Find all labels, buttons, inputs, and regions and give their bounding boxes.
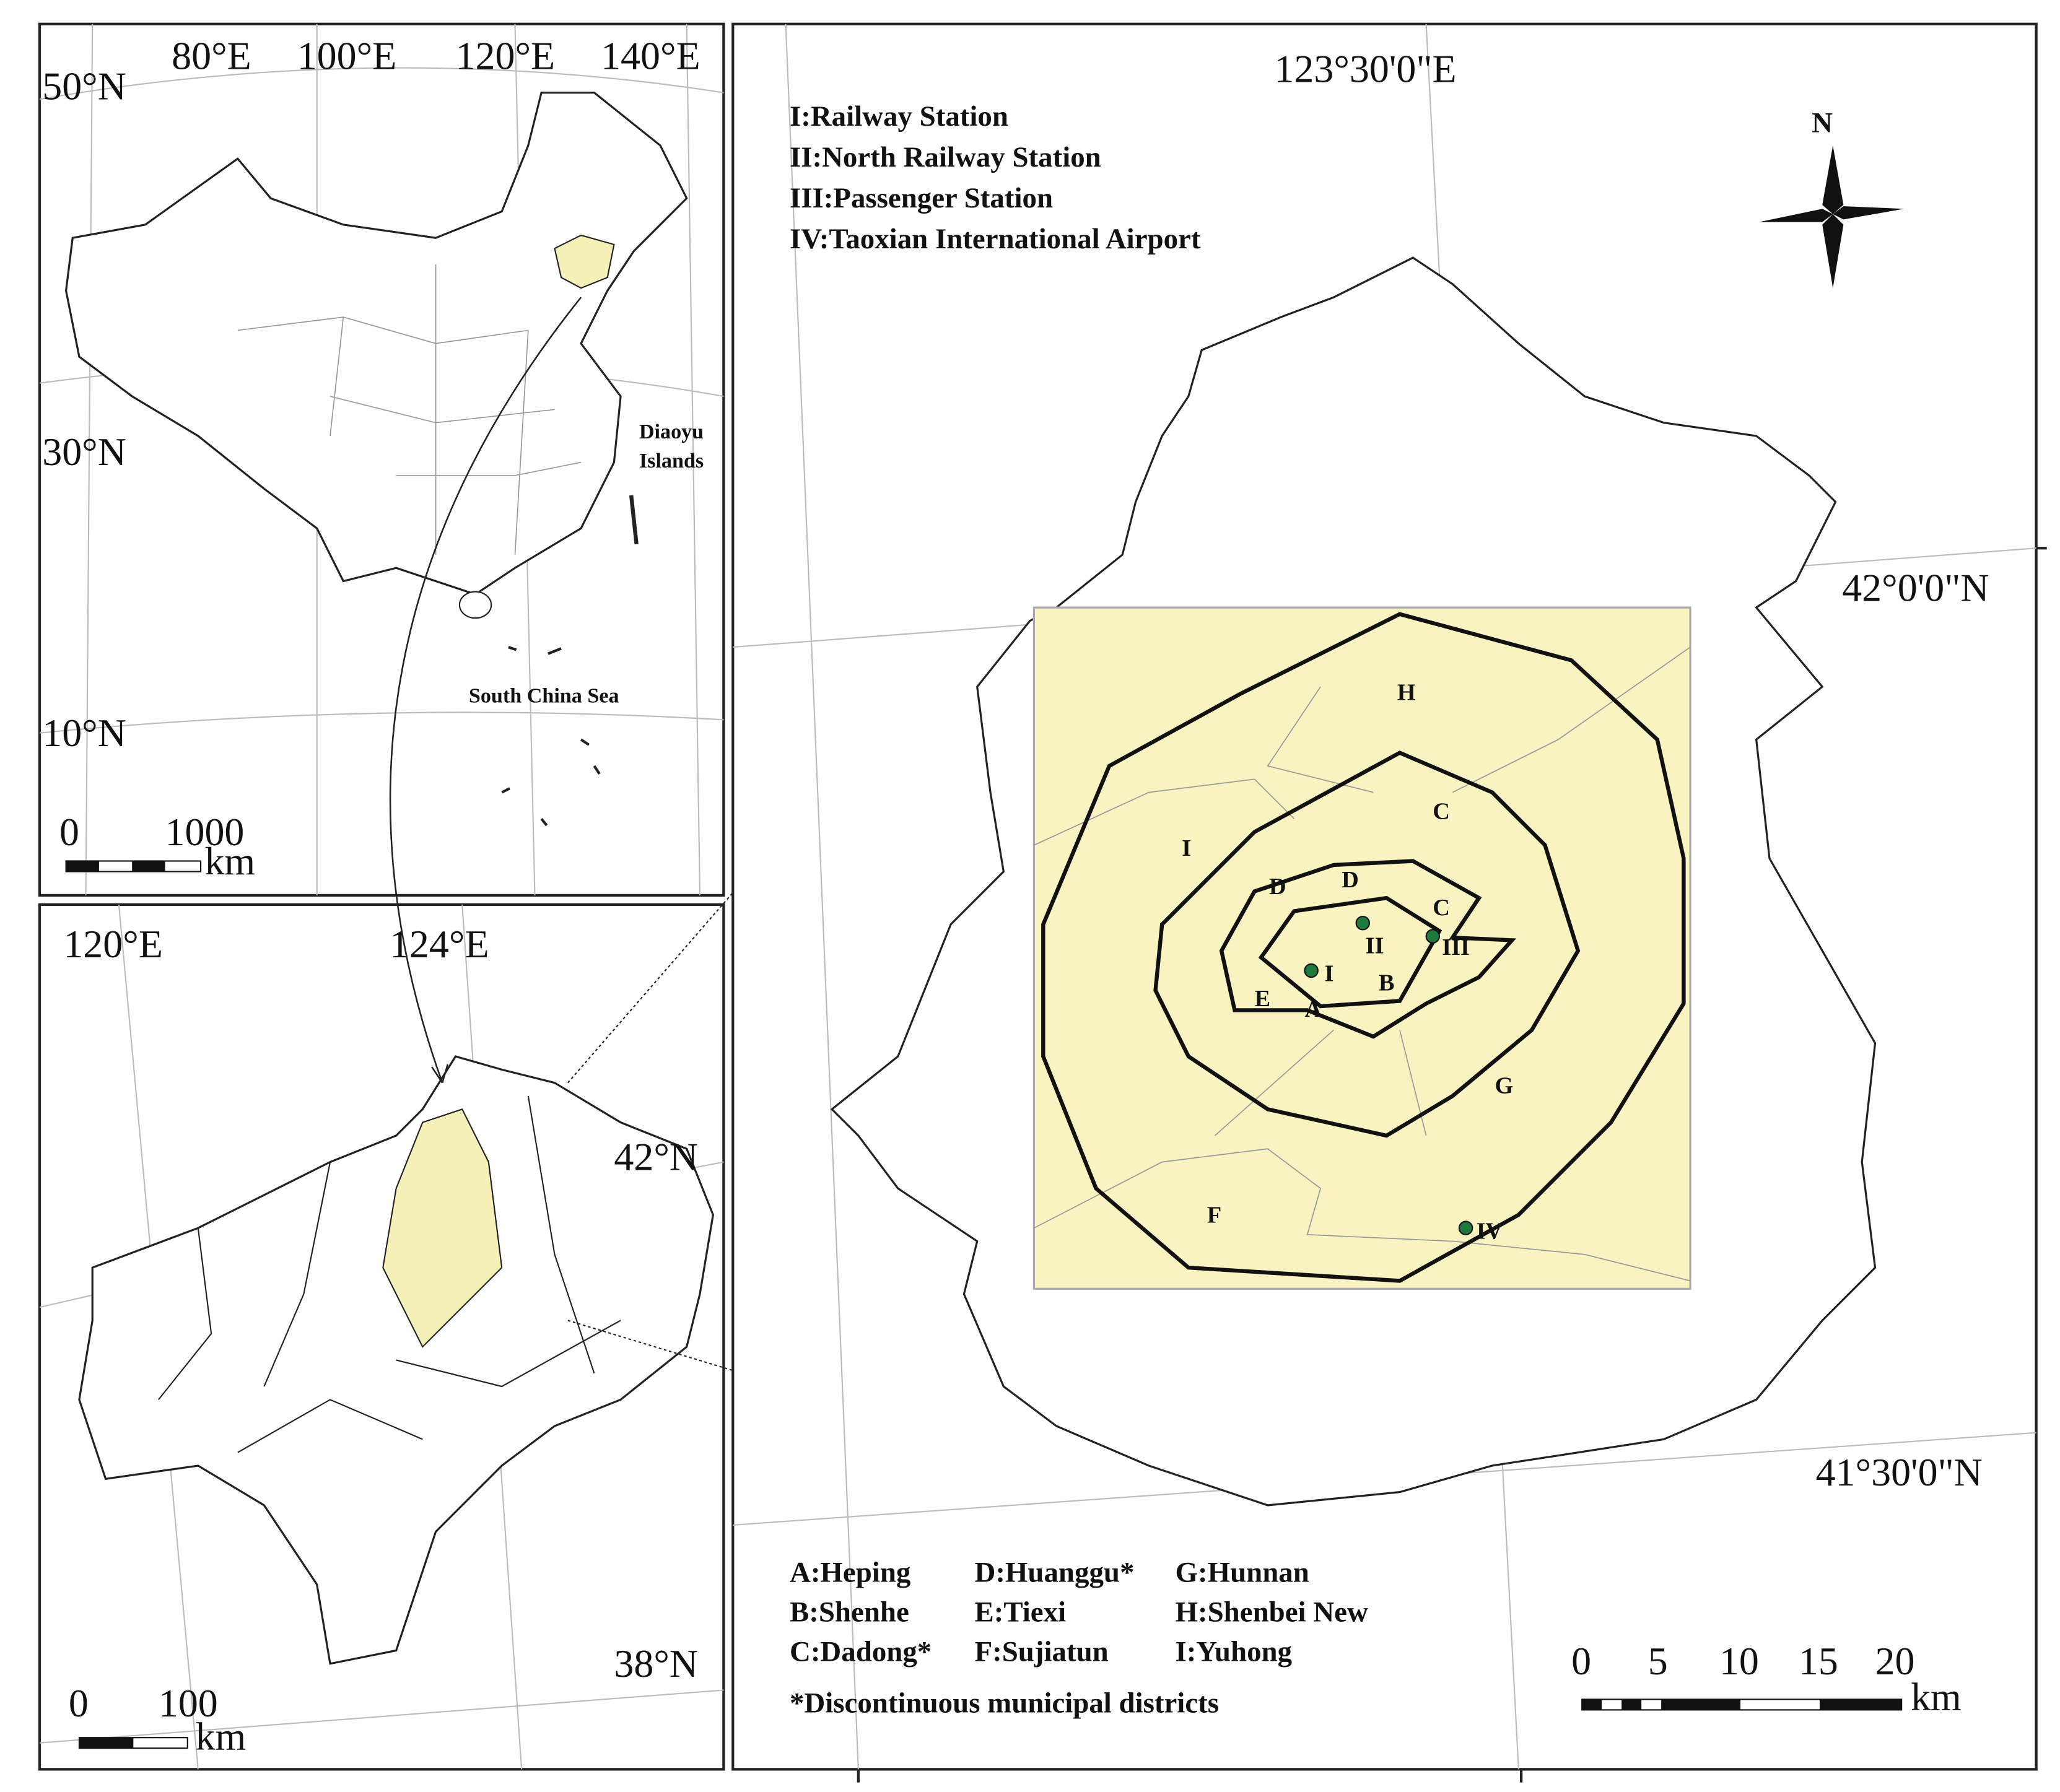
station-point — [1355, 915, 1371, 931]
district-label: D — [1269, 874, 1286, 900]
scale-label: 20 — [1875, 1639, 1915, 1683]
district-label: C — [1433, 895, 1450, 921]
annotation: South China Sea — [469, 685, 619, 708]
lon-label: 120°E — [456, 33, 556, 77]
arrowhead — [431, 1064, 448, 1084]
north-arrow — [1758, 145, 1905, 289]
china-panel: 80°E 100°E 120°E 140°E 50°N 30°N 10°N Di… — [38, 22, 725, 897]
scale-label: 0 — [59, 810, 79, 854]
scale-label: 15 — [1799, 1639, 1838, 1683]
lat-label: 42°N — [614, 1134, 698, 1178]
district-legend: B:Shenhe — [790, 1596, 909, 1629]
lon-label: 80°E — [172, 33, 251, 77]
station-label: IV — [1477, 1218, 1503, 1244]
lat-label: 38°N — [614, 1642, 698, 1685]
scale-bar — [65, 860, 202, 872]
note: *Discontinuous municipal districts — [790, 1687, 1219, 1720]
district-label: C — [1433, 798, 1450, 824]
liaoning-highlight — [554, 234, 615, 289]
district-legend: H:Shenbei New — [1176, 1596, 1368, 1629]
lon-label: 124°E — [390, 922, 489, 966]
district-legend: C:Dadong* — [790, 1636, 932, 1668]
district-label: F — [1207, 1203, 1221, 1229]
scale-unit: km — [1911, 1674, 1962, 1718]
lat-label: 41°30'0"N — [1816, 1450, 1983, 1494]
district-label: B — [1379, 970, 1395, 996]
station-point — [1425, 929, 1441, 944]
lon-label: 123°30'0"E — [1274, 47, 1456, 91]
lat-label: 30°N — [42, 430, 126, 474]
lon-label: 120°E — [63, 922, 163, 966]
station-legend: III:Passenger Station — [790, 182, 1053, 214]
province-borders — [237, 264, 582, 555]
district-legend: F:Sujiatun — [974, 1636, 1108, 1668]
district-label: G — [1495, 1073, 1513, 1099]
scale-unit: km — [204, 839, 255, 883]
district-label: A — [1304, 996, 1322, 1022]
district-legend: A:Heping — [790, 1557, 910, 1589]
scale-bar — [78, 1737, 188, 1749]
district-label: E — [1254, 986, 1270, 1012]
district-legend: E:Tiexi — [974, 1596, 1066, 1629]
station-point — [1458, 1220, 1473, 1235]
district-borders — [1034, 646, 1691, 1282]
lat-label: 42°0'0"N — [1842, 565, 1989, 609]
ring-3 — [1041, 612, 1686, 1283]
ring-0 — [1258, 895, 1442, 1009]
connector-arrow — [389, 297, 582, 1084]
station-label: II — [1366, 933, 1384, 959]
shenyang-panel: H I C D D C II III I E A B G F IV 123°30… — [731, 22, 2047, 1783]
north-label: N — [1812, 107, 1833, 139]
district-label: D — [1342, 867, 1359, 893]
scale-label: 1000 — [165, 810, 245, 854]
lon-label: 140°E — [601, 33, 700, 77]
ring-2 — [1153, 750, 1581, 1138]
frame-ticks — [857, 547, 2047, 1783]
scale-bar — [1581, 1698, 1903, 1711]
liaoning-panel: 120°E 124°E 42°N 38°N 0 100 km — [38, 903, 725, 1771]
scale-label: 5 — [1648, 1639, 1668, 1683]
scale-label: 10 — [1719, 1639, 1759, 1683]
islands — [501, 646, 601, 827]
county-borders — [158, 1095, 621, 1453]
district-legend: D:Huanggu* — [974, 1557, 1134, 1589]
station-label: I — [1324, 961, 1333, 987]
china-outline — [64, 92, 688, 596]
station-legend: I:Railway Station — [790, 100, 1008, 133]
district-label: H — [1397, 679, 1416, 705]
lat-label: 10°N — [42, 711, 126, 755]
lat-label: 50°N — [42, 64, 126, 108]
scale-unit: km — [196, 1714, 247, 1758]
study-area — [1032, 606, 1691, 1290]
taiwan — [629, 495, 639, 545]
district-label: I — [1182, 835, 1191, 861]
annotation: Diaoyu — [639, 420, 704, 443]
ring-1 — [1219, 859, 1517, 1039]
annotation: Islands — [639, 450, 704, 472]
scale-label: 0 — [1571, 1639, 1591, 1683]
station-label: III — [1442, 934, 1470, 960]
station-legend: II:North Railway Station — [790, 141, 1101, 173]
scale-label: 0 — [69, 1681, 89, 1725]
scale-label: 100 — [159, 1681, 218, 1725]
stations — [1304, 915, 1473, 1235]
hainan — [458, 591, 492, 619]
lon-label: 100°E — [297, 33, 397, 77]
district-legend: I:Yuhong — [1176, 1636, 1293, 1668]
shenyang-highlight — [382, 1108, 503, 1348]
station-point — [1304, 963, 1319, 978]
station-legend: IV:Taoxian International Airport — [790, 223, 1201, 255]
district-legend: G:Hunnan — [1176, 1557, 1309, 1589]
